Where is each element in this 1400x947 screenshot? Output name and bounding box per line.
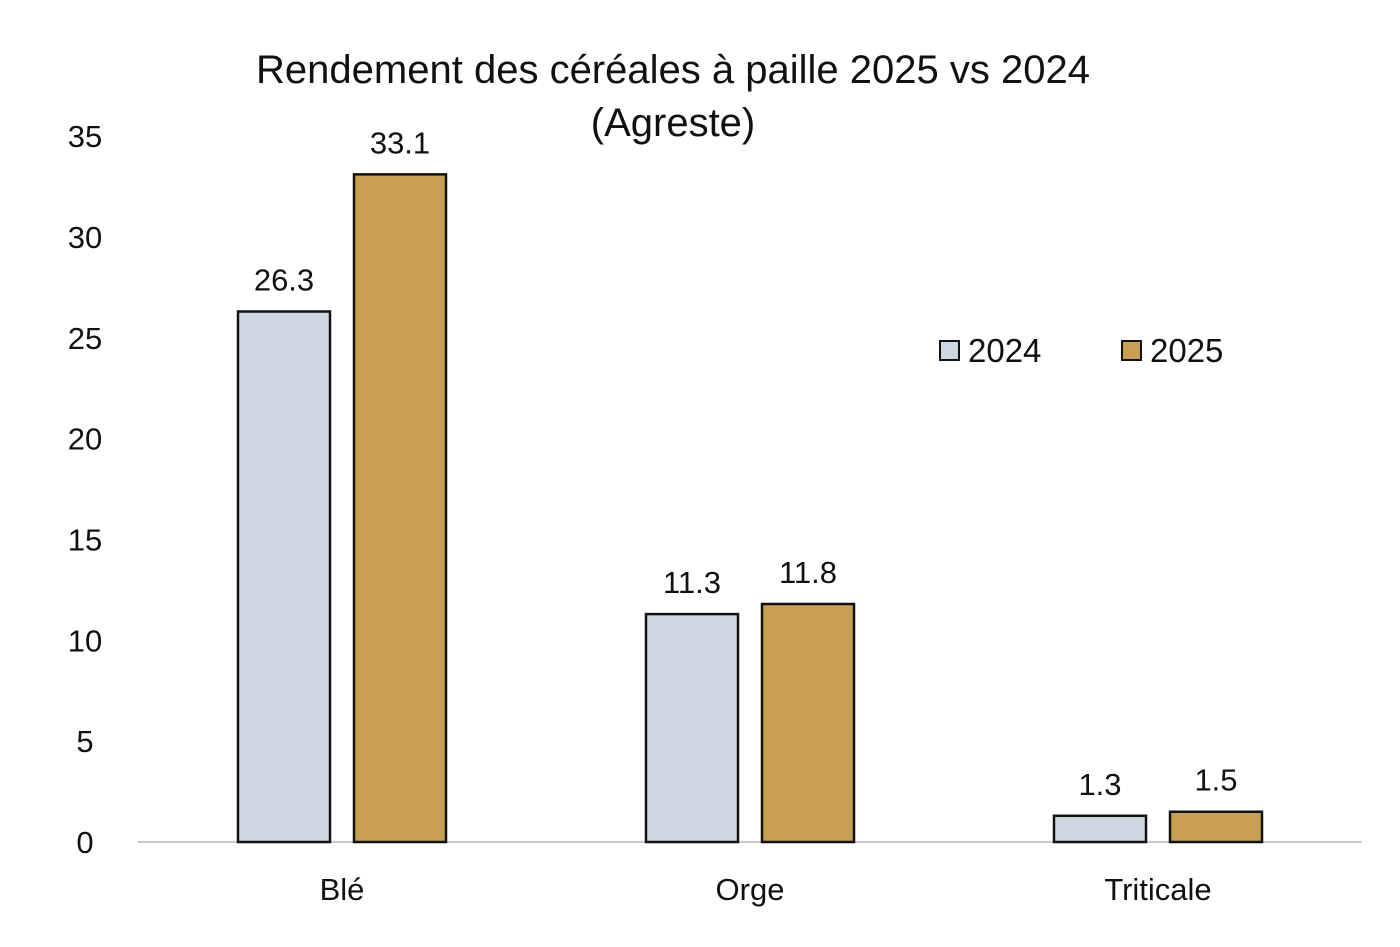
bars-layer (236, 173, 1264, 844)
y-tick-label: 30 (68, 220, 102, 255)
data-label: 26.3 (254, 263, 314, 298)
chart-title: Rendement des céréales à paille 2025 vs … (256, 48, 1090, 92)
legend: 2024 2025 (939, 332, 1223, 369)
bar-2024 (236, 310, 332, 844)
bar-2025 (1168, 810, 1264, 844)
y-tick-label: 35 (68, 119, 102, 154)
y-tick-label: 15 (68, 522, 102, 557)
legend-label: 2024 (968, 332, 1041, 369)
y-tick-label: 25 (68, 321, 102, 356)
data-label: 1.3 (1078, 767, 1121, 802)
bar-2025 (760, 602, 856, 844)
data-label: 33.1 (370, 125, 430, 160)
labels-layer: 26.3 11.3 1.3 33.1 11.8 1.5 (254, 125, 1238, 801)
legend-label: 2025 (1150, 332, 1223, 369)
x-category-label: Blé (320, 872, 365, 907)
bar-2024 (644, 612, 740, 844)
y-tick-label: 5 (76, 724, 93, 759)
legend-swatch (1121, 340, 1142, 361)
x-category-label: Triticale (1104, 872, 1211, 907)
legend-swatch (939, 340, 960, 361)
chart-subtitle: (Agreste) (591, 101, 756, 145)
y-tick-label: 0 (76, 825, 93, 860)
bar-2025 (352, 173, 448, 844)
data-label: 1.5 (1194, 763, 1237, 798)
y-tick-label: 10 (68, 623, 102, 658)
y-tick-label: 20 (68, 422, 102, 457)
bar-2024 (1052, 814, 1148, 844)
x-category-label: Orge (716, 872, 785, 907)
data-label: 11.3 (663, 565, 721, 600)
data-label: 11.8 (779, 555, 837, 590)
